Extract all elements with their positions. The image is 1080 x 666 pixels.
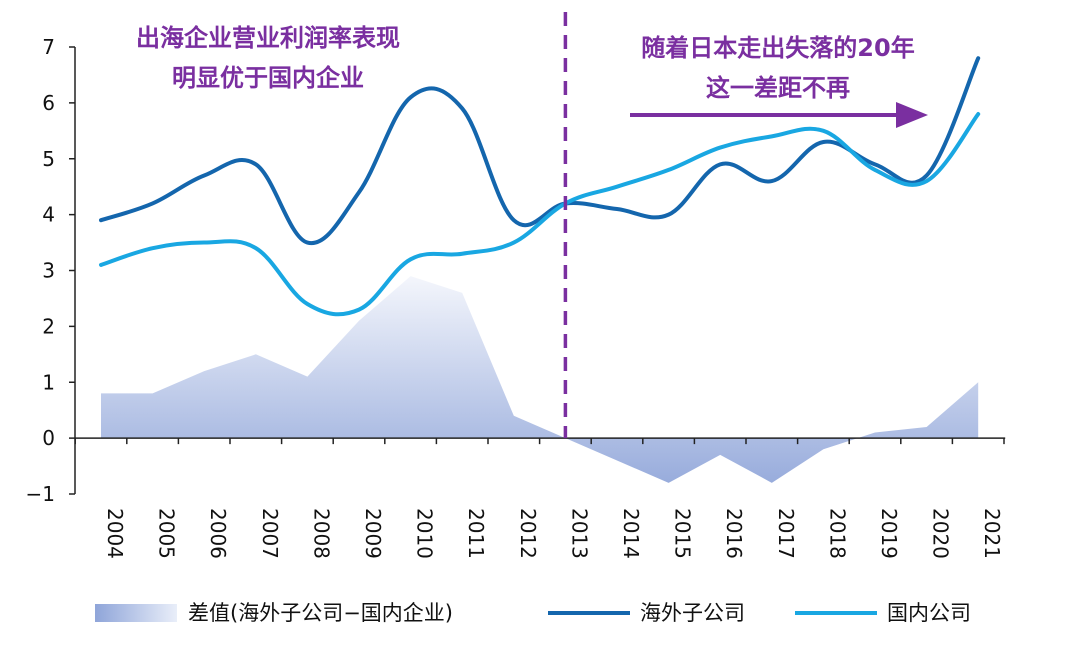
legend-label-overseas: 海外子公司	[640, 601, 745, 625]
x-tick-label: 2010	[413, 508, 437, 559]
x-tick-label: 2011	[464, 508, 488, 559]
y-tick-label: 0	[42, 426, 55, 450]
x-tick-label: 2017	[774, 508, 798, 559]
x-tick-label: 2006	[206, 508, 230, 559]
x-tick-label: 2019	[877, 508, 901, 559]
x-tick-label: 2013	[567, 508, 591, 559]
annotation-right-line2: 这一差距不再	[706, 74, 850, 102]
x-tick-label: 2009	[361, 508, 385, 559]
x-tick-label: 2015	[671, 508, 695, 559]
legend-label-domestic: 国内公司	[887, 601, 971, 625]
y-tick-label: 5	[42, 147, 55, 171]
trend-arrow	[630, 102, 928, 128]
y-tick-label: 3	[42, 259, 55, 283]
annotation-left-line2: 明显优于国内企业	[172, 64, 364, 92]
x-tick-label: 2018	[825, 508, 849, 559]
y-tick-label: 2	[42, 314, 55, 338]
x-tick-label: 2020	[929, 508, 953, 559]
y-tick-label: 4	[42, 203, 55, 227]
legend-swatch-diff-area	[95, 604, 177, 622]
legend-label-diff: 差值(海外子公司−国内企业)	[188, 601, 453, 625]
x-tick-label: 2021	[980, 508, 1004, 559]
x-tick-label: 2005	[155, 508, 179, 559]
x-tick-label: 2008	[309, 508, 333, 559]
x-tick-label: 2016	[722, 508, 746, 559]
series-area-diff	[101, 276, 979, 483]
y-tick-label: 1	[42, 370, 55, 394]
x-tick-label: 2007	[258, 508, 282, 559]
annotation-right-line1: 随着日本走出失落的20年	[641, 34, 914, 62]
x-tick-label: 2004	[103, 508, 127, 559]
y-tick-label: 7	[42, 35, 55, 59]
series-line-overseas	[99, 56, 981, 246]
series-line-domestic	[99, 112, 981, 317]
legend: 差值(海外子公司−国内企业) 海外子公司 国内公司	[95, 601, 971, 625]
x-tick-label: 2014	[619, 508, 643, 559]
y-tick-label: −1	[26, 482, 55, 506]
y-tick-label: 6	[42, 91, 55, 115]
annotation-left-line1: 出海企业营业利润率表现	[136, 24, 400, 52]
x-tick-label: 2012	[516, 508, 540, 559]
